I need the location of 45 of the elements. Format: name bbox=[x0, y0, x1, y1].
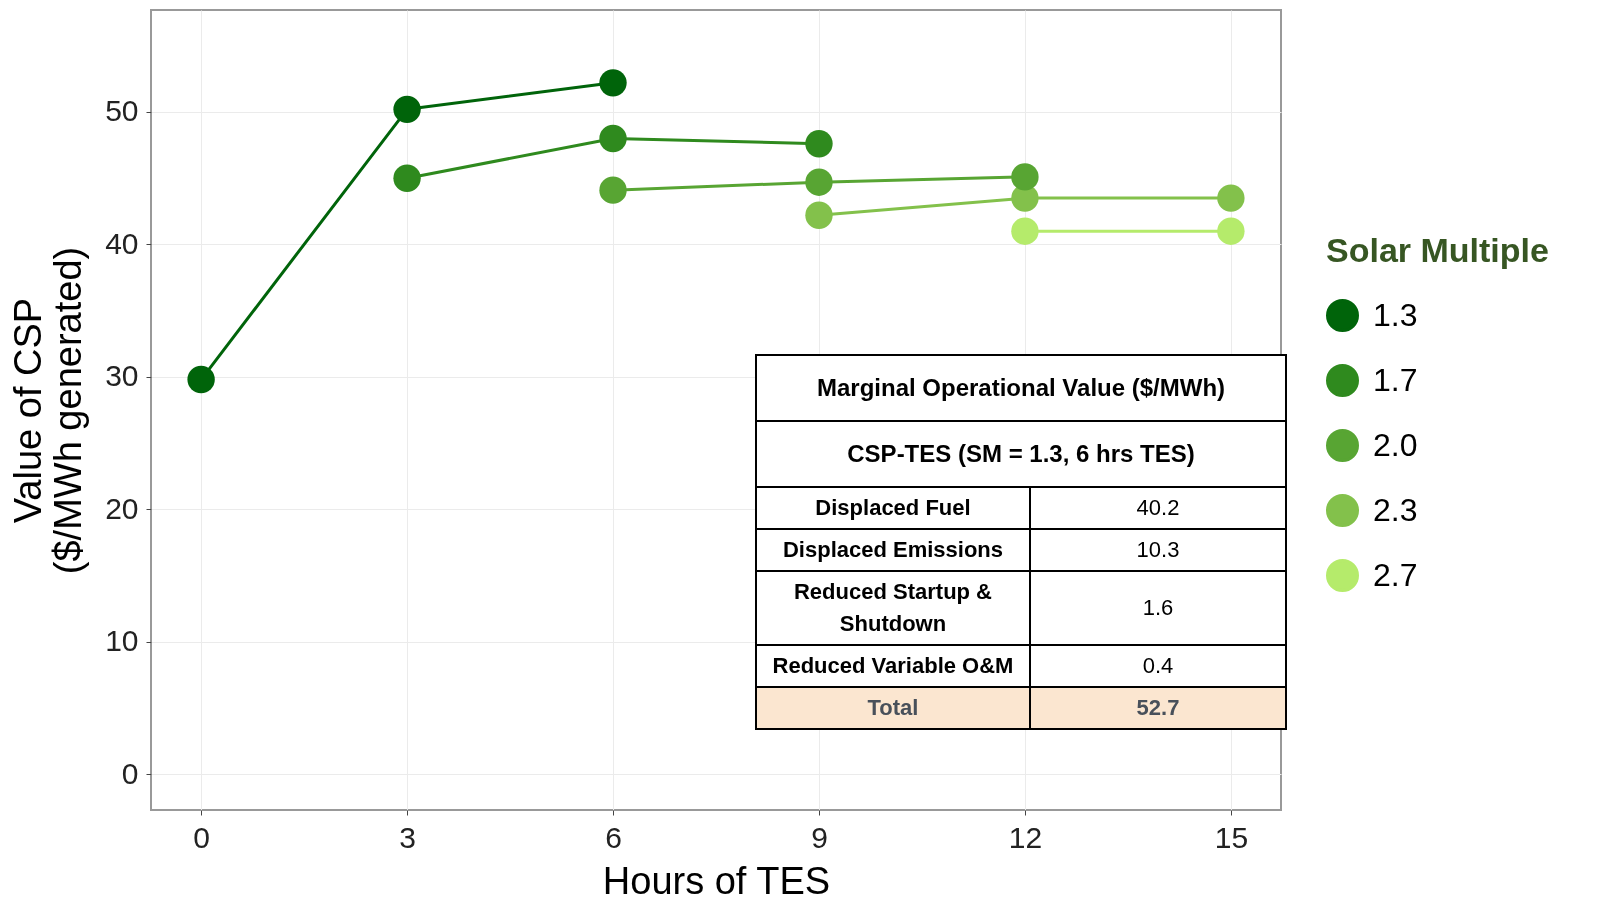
y-tick-label: 50 bbox=[105, 94, 139, 128]
annotation: Reduced Variable O&M bbox=[756, 645, 1030, 687]
annotation: Displaced Fuel bbox=[756, 487, 1030, 529]
x-tick-label: 6 bbox=[605, 820, 622, 854]
x-tick-label: 15 bbox=[1214, 820, 1249, 854]
y-tick-label: 0 bbox=[121, 756, 139, 790]
x-tick-label: 9 bbox=[811, 820, 828, 854]
point bbox=[187, 365, 215, 394]
point bbox=[1217, 217, 1245, 245]
point bbox=[805, 130, 833, 158]
legend-label: 2.3 bbox=[1373, 491, 1418, 528]
legend-label: 1.3 bbox=[1373, 296, 1418, 333]
point bbox=[393, 95, 421, 123]
annotation: 10.3 bbox=[1030, 529, 1286, 571]
point bbox=[1011, 217, 1039, 245]
point bbox=[599, 69, 627, 97]
point bbox=[1217, 184, 1245, 212]
y-axis-title: Value of CSP ($/MWh generated) bbox=[7, 246, 90, 575]
point bbox=[805, 201, 833, 229]
point bbox=[599, 176, 627, 204]
annotation: 0.4 bbox=[1030, 645, 1286, 687]
x-tick-label: 3 bbox=[399, 820, 416, 854]
annotation: Displaced Emissions bbox=[756, 529, 1030, 571]
point bbox=[805, 168, 833, 196]
y-tick-label: 10 bbox=[105, 624, 139, 658]
legend-label: 2.0 bbox=[1373, 426, 1418, 463]
annotation: Total bbox=[756, 687, 1030, 729]
annotation: Reduced Startup & Shutdown bbox=[756, 571, 1030, 645]
annotation: Marginal Operational Value ($/MWh) bbox=[756, 355, 1286, 421]
x-axis-title: Hours of TES bbox=[602, 859, 831, 902]
legend-title: Solar Multiple bbox=[1326, 231, 1549, 269]
annotation: 52.7 bbox=[1030, 687, 1286, 729]
x-tick-label: 12 bbox=[1008, 820, 1043, 854]
point bbox=[393, 164, 421, 192]
legend-label: 2.7 bbox=[1373, 556, 1418, 593]
y-tick-label: 30 bbox=[105, 359, 139, 393]
annotation: 1.6 bbox=[1030, 571, 1286, 645]
point bbox=[599, 124, 627, 153]
y-tick-label: 20 bbox=[105, 491, 139, 525]
y-tick-label: 40 bbox=[105, 226, 139, 260]
legend-label: 1.7 bbox=[1373, 361, 1418, 398]
x-tick-label: 0 bbox=[193, 820, 210, 854]
point bbox=[1011, 163, 1039, 191]
annotation: 40.2 bbox=[1030, 487, 1286, 529]
annotation: CSP-TES (SM = 1.3, 6 hrs TES) bbox=[756, 421, 1286, 487]
